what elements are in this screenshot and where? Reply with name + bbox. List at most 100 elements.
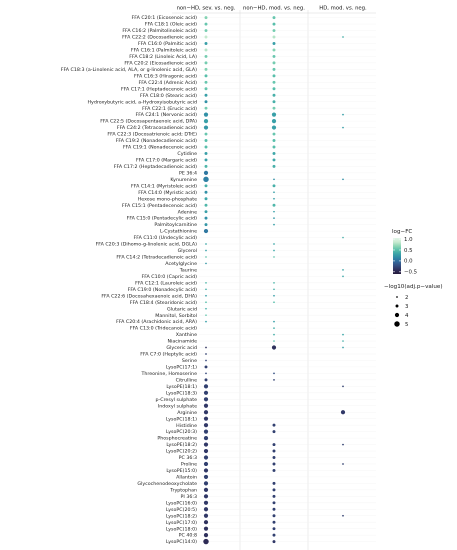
color-legend-tick-label: 0.0: [404, 259, 413, 265]
data-point: [272, 494, 276, 498]
data-point: [203, 119, 209, 124]
row-label: FFA C13:0 (Tridecanoic acid): [130, 326, 197, 332]
row-label: FFA C22:4 (Adrenic Acid): [138, 80, 197, 86]
row-label: Acetylglycine: [165, 261, 197, 267]
data-point: [204, 80, 208, 84]
data-point: [272, 449, 276, 453]
data-point: [272, 100, 276, 104]
data-point: [205, 314, 207, 317]
data-point: [271, 345, 277, 350]
row-label: Glycerol: [178, 248, 197, 254]
data-point: [205, 249, 207, 252]
data-point: [342, 269, 344, 271]
data-point: [204, 22, 208, 26]
row-label: FFA C22:6 (Docosahexaenoic acid, DHA): [101, 293, 197, 299]
color-legend-title: log−FC: [392, 229, 412, 235]
data-point: [204, 365, 208, 369]
row-label: LysoPC(18:2): [166, 513, 197, 519]
data-point: [271, 112, 277, 117]
data-point: [272, 533, 276, 537]
row-label: Taurine: [179, 267, 197, 273]
data-point: [273, 301, 275, 304]
size-legend-label: 2: [405, 295, 408, 301]
data-point: [205, 372, 207, 375]
data-point: [204, 35, 208, 39]
data-point: [205, 262, 207, 265]
color-legend: log−FC 1.0 0.5 0.0 −0.5: [392, 229, 417, 276]
row-label: FFA C14:1 (Myristoleic acid): [131, 183, 197, 189]
size-legend-dot: [394, 312, 400, 318]
data-point: [204, 216, 208, 220]
row-label: FFA C14:0 (Myristic acid): [138, 190, 197, 196]
row-label: Glutaric acid: [167, 306, 197, 312]
data-point: [272, 501, 276, 505]
data-point: [203, 494, 209, 499]
data-point: [342, 236, 344, 239]
data-point: [272, 488, 276, 492]
data-point: [272, 16, 276, 20]
data-point: [204, 158, 208, 162]
data-point: [272, 514, 276, 518]
data-point: [272, 203, 276, 207]
row-label: LysoPC(20:5): [166, 507, 197, 513]
data-point: [342, 463, 344, 465]
row-label: FFA C16:3 (Hiragonic acid): [134, 73, 197, 79]
color-legend-tick-label: 0.5: [404, 248, 413, 254]
row-label: LysoPC(14:0): [166, 539, 197, 545]
data-point: [204, 223, 208, 227]
row-label: Hydroxybutyric acid, a-Hydroxyisobutyric…: [87, 99, 197, 105]
row-label: LysoPC(18:1): [166, 416, 197, 422]
data-point: [272, 48, 276, 52]
data-point: [203, 442, 209, 447]
data-point: [273, 281, 275, 284]
data-point: [203, 423, 209, 428]
row-label: FFA C12:1 (Lauroleic acid): [135, 280, 197, 286]
data-point: [204, 29, 208, 33]
row-label: LysoPC(18:3): [166, 390, 197, 396]
data-point: [204, 210, 208, 214]
data-point: [205, 320, 207, 323]
data-point: [203, 410, 209, 415]
row-label: Kynurenine: [170, 177, 197, 183]
row-label: Histidine: [176, 423, 197, 429]
data-point: [271, 125, 277, 130]
row-label: FFA C20:2 (Eicosadienoic acid): [124, 60, 197, 66]
data-point: [204, 197, 208, 201]
data-point: [272, 481, 276, 485]
row-label: LysoPE(18:1): [166, 384, 197, 390]
data-point: [204, 74, 208, 78]
row-label: LysoPE(18:2): [166, 442, 197, 448]
row-label: LysoPC(18:0): [166, 526, 197, 532]
data-point: [203, 170, 209, 175]
row-label: PI 36:3: [181, 494, 197, 500]
row-label: Mannitol, Sorbitol: [155, 313, 197, 319]
data-point: [342, 443, 344, 446]
data-point: [272, 93, 276, 97]
data-point: [272, 132, 276, 136]
row-label: FFA C19:1 (Nonadecenoic acid): [123, 145, 197, 151]
row-label: PE 36:4: [179, 170, 197, 176]
row-label: Phosphocreatine: [157, 436, 197, 442]
row-label: Indoxyl sulphate: [158, 403, 197, 409]
row-label: Threonine, Homoserine: [141, 371, 198, 377]
data-point: [205, 256, 207, 258]
row-label: FFA C16:2 (Palmitolinoleic acid): [122, 28, 197, 34]
data-point: [205, 359, 207, 362]
data-point: [204, 67, 208, 71]
row-label: FFA C18:0 (Stearic acid): [140, 93, 197, 99]
row-label: FFA C24:2 (Tetracosadienoic acid): [117, 125, 197, 131]
data-point: [272, 67, 276, 71]
data-point: [203, 228, 209, 234]
data-point: [271, 119, 277, 124]
row-label: Cytidine: [177, 151, 197, 157]
row-label: FFA C22:1 (Erucic acid): [142, 106, 197, 112]
data-point: [203, 474, 209, 479]
row-label: FFA C17:1 (Heptadecenoic acid): [121, 86, 197, 92]
data-point: [273, 379, 275, 381]
row-label: Hexose mono-phosphate: [138, 196, 197, 202]
row-label: Niacinamide: [167, 339, 197, 345]
data-point: [204, 48, 208, 52]
row-label: Palmitoylcarnitine: [154, 222, 197, 228]
row-label: FFA C20:4 (Arachidonic acid, ARA): [116, 319, 197, 325]
data-point: [273, 243, 275, 245]
